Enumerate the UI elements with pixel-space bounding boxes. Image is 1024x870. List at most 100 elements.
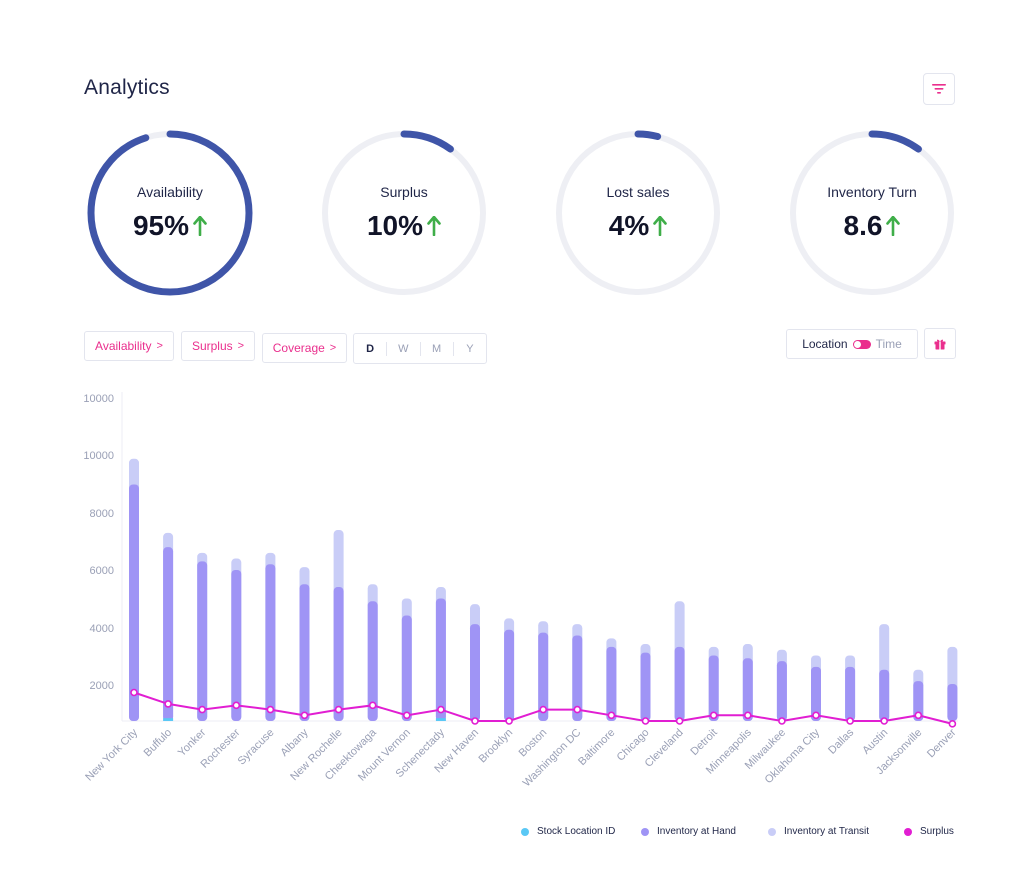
surplus-point <box>505 717 513 725</box>
bar-inventory-hand <box>913 681 924 721</box>
kpi-text: Inventory Turn 8.6 <box>787 128 957 298</box>
x-tick-label: Denver <box>925 726 959 760</box>
x-tick-label: Brooklyn <box>476 727 515 766</box>
period-selector: D W M Y <box>353 333 487 364</box>
bar-inventory-hand <box>776 661 787 721</box>
legend-label: Inventory at Transit <box>784 826 870 837</box>
bar-inventory-hand <box>811 666 821 721</box>
x-tick-label: Dallas <box>826 726 856 756</box>
surplus-point <box>948 720 957 728</box>
surplus-point <box>164 700 172 708</box>
legend-item-hand: Inventory at Hand <box>641 826 736 837</box>
surplus-point <box>709 711 718 720</box>
bar-inventory-hand <box>367 601 378 721</box>
ring-progress <box>87 130 253 296</box>
chip-label: Availability <box>95 339 152 353</box>
chip-coverage[interactable]: Coverage > <box>262 333 347 363</box>
bar-inventory-hand <box>708 655 719 721</box>
bar-inventory-hand <box>538 632 549 721</box>
surplus-point <box>130 688 138 697</box>
kpi-ring <box>555 130 721 296</box>
bar-inventory-hand <box>606 646 617 721</box>
bar-inventory-hand <box>640 652 651 721</box>
kpi-ring <box>789 130 955 296</box>
kpi-label: Lost sales <box>606 184 670 200</box>
kpi-value: 4% <box>608 210 650 241</box>
ring-progress <box>789 130 955 296</box>
gift-icon <box>934 339 946 349</box>
surplus-point <box>368 701 377 710</box>
filter-icon <box>932 84 946 94</box>
legend-dot <box>641 827 649 836</box>
ring-progress <box>555 130 721 296</box>
surplus-point <box>778 717 786 725</box>
chip-surplus[interactable]: Surplus > <box>181 331 255 361</box>
legend-item-transit: Inventory at Transit <box>768 826 869 837</box>
surplus-point <box>334 705 343 714</box>
bar-inventory-hand <box>401 615 412 721</box>
period-day[interactable]: D <box>366 342 375 355</box>
kpi-value: 10% <box>366 210 424 241</box>
surplus-point <box>641 717 650 725</box>
legend-dot <box>521 827 529 836</box>
surplus-point <box>914 711 923 720</box>
bar-inventory-hand <box>470 624 480 721</box>
bar-inventory-hand <box>674 646 685 721</box>
kpi-value-row: 4% <box>608 210 668 242</box>
surplus-point <box>675 717 684 725</box>
bar-inventory-hand <box>129 484 139 721</box>
bar-inventory-hand <box>333 587 344 721</box>
bar-inventory-hand <box>572 635 583 721</box>
surplus-point <box>437 705 445 714</box>
x-tick-label: Boston <box>517 727 550 760</box>
y-tick-label: 6000 <box>90 565 114 577</box>
location-time-toggle: Location Time <box>786 329 918 359</box>
x-tick-label: Buffulo <box>142 727 175 760</box>
bar-inventory-hand <box>845 666 856 721</box>
bar-inventory-hand <box>742 658 753 721</box>
page-title: Analytics <box>84 76 170 99</box>
location-time-switch[interactable] <box>852 339 871 349</box>
legend-label: Stock Location ID <box>537 826 616 837</box>
arrow-up-icon <box>193 216 207 236</box>
surplus-point <box>232 701 241 710</box>
toggle-label-location: Location <box>802 337 848 351</box>
kpi-label: Inventory Turn <box>827 184 917 200</box>
x-tick-label: Albany <box>278 726 311 759</box>
chevron-right-icon: > <box>156 340 163 352</box>
switch-knob <box>853 340 861 348</box>
x-tick-label: Yonker <box>176 726 209 759</box>
bar-inventory-hand <box>504 629 515 721</box>
gift-button[interactable] <box>924 328 956 359</box>
y-tick-label: 2000 <box>90 680 114 692</box>
bar-stock-location <box>163 718 174 721</box>
kpi-text: Availability 95% <box>85 128 255 298</box>
bar-inventory-hand <box>265 564 276 721</box>
ring-progress <box>321 130 487 296</box>
chevron-right-icon: > <box>237 340 245 352</box>
bar-stock-location <box>435 718 446 721</box>
kpi-availability: Availability 95% <box>85 128 255 298</box>
legend-dot <box>904 827 912 836</box>
legend-dot <box>768 827 776 836</box>
surplus-point <box>198 705 206 714</box>
chip-label: Surplus <box>191 339 233 353</box>
chip-availability[interactable]: Availability > <box>84 331 174 361</box>
x-tick-label: New York City <box>83 726 140 783</box>
arrow-up-icon <box>653 216 668 236</box>
divider <box>386 341 388 356</box>
x-tick-label: Austin <box>860 727 890 757</box>
period-month[interactable]: M <box>432 342 442 355</box>
kpi-inventory-turn: Inventory Turn 8.6 <box>787 128 957 298</box>
period-year[interactable]: Y <box>466 342 474 355</box>
surplus-point <box>812 711 820 720</box>
toggle-label-time: Time <box>875 337 902 351</box>
period-week[interactable]: W <box>398 342 409 355</box>
legend-item-surplus: Surplus <box>904 826 954 837</box>
kpi-ring <box>87 130 253 296</box>
surplus-point <box>607 711 616 720</box>
bar-inventory-hand <box>299 584 310 721</box>
x-tick-label: Detroit <box>688 727 719 758</box>
filter-button[interactable] <box>923 73 955 105</box>
y-tick-label: 10000 <box>83 393 114 405</box>
